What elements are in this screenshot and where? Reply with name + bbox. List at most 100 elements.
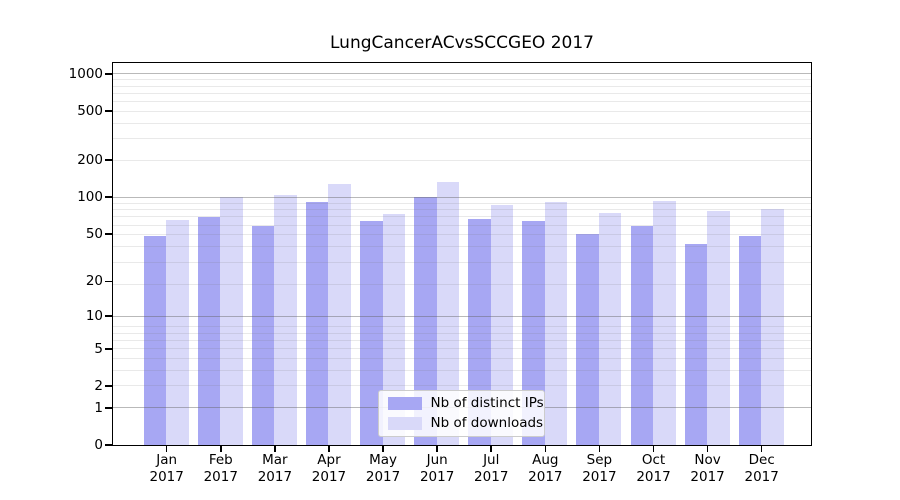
y-tick-mark (105, 110, 112, 112)
bar-downloads (436, 182, 460, 445)
x-tick-label: Jul 2017 (474, 452, 509, 485)
y-tick-mark (105, 347, 112, 350)
bar-distinct-ips (143, 235, 167, 445)
y-gridline-minor (112, 122, 811, 124)
bar-downloads (166, 219, 189, 445)
y-tick-mark (105, 444, 112, 446)
y-tick-label: 1 (94, 399, 103, 416)
y-gridline-minor (112, 224, 811, 226)
bar-downloads (653, 201, 676, 445)
bar-downloads (544, 202, 568, 445)
x-tick-label: Jun 2017 (419, 452, 455, 485)
y-tick-mark (105, 233, 112, 235)
bar-distinct-ips (468, 218, 491, 445)
y-tick-label: 1000 (68, 65, 103, 82)
x-tick-mark (219, 445, 222, 452)
y-gridline-minor (112, 202, 811, 204)
x-tick-label: Jan 2017 (149, 452, 184, 485)
x-tick-mark (760, 445, 763, 452)
bar-distinct-ips (360, 221, 383, 445)
y-gridline-minor (112, 326, 811, 328)
x-tick-mark (328, 445, 330, 452)
legend-row-distinct-ips: Nb of distinct IPs (379, 395, 544, 411)
legend-swatch-distinct-ips (387, 396, 422, 410)
y-gridline-minor (112, 234, 811, 236)
y-gridline-major (112, 73, 811, 75)
y-gridline-minor (112, 85, 811, 87)
y-gridline-major (112, 315, 811, 317)
y-gridline-minor (112, 348, 811, 350)
y-tick-mark (105, 385, 112, 387)
plot-area: Nb of distinct IPs Nb of downloads (111, 61, 812, 446)
bar-downloads (761, 208, 784, 445)
y-tick-mark (105, 196, 112, 198)
bar-distinct-ips (738, 235, 762, 445)
y-gridline-minor (112, 100, 811, 102)
bar-distinct-ips (576, 234, 599, 445)
chart-title: LungCancerACvsSCCGEO 2017 (330, 33, 594, 53)
y-gridline-minor (112, 246, 811, 248)
bar-downloads (598, 213, 622, 445)
y-gridline-minor (112, 358, 811, 360)
y-gridline-minor (112, 261, 811, 263)
bar-distinct-ips (414, 196, 437, 445)
x-tick-mark (490, 445, 493, 452)
x-tick-label: Nov 2017 (690, 452, 725, 485)
y-gridline-minor (112, 138, 811, 140)
y-gridline-minor (112, 370, 811, 372)
y-gridline-minor (112, 209, 811, 211)
y-gridline-minor (112, 110, 811, 112)
legend-label-downloads: Nb of downloads (430, 415, 544, 431)
legend: Nb of distinct IPs Nb of downloads (377, 389, 545, 437)
y-gridline-minor (112, 339, 811, 341)
y-tick-mark (105, 73, 112, 75)
x-tick-mark (652, 445, 655, 452)
y-tick-mark (105, 315, 112, 317)
y-tick-label: 500 (77, 103, 103, 120)
x-tick-mark (382, 445, 384, 452)
legend-row-downloads: Nb of downloads (379, 415, 544, 431)
x-tick-label: Aug 2017 (528, 452, 563, 485)
y-tick-label: 20 (85, 273, 103, 290)
y-gridline-minor (112, 385, 811, 387)
y-gridline-minor (112, 332, 811, 334)
bar-downloads (220, 196, 243, 445)
bar-distinct-ips (522, 221, 545, 445)
x-tick-mark (706, 445, 709, 452)
y-tick-label: 100 (77, 189, 103, 206)
y-tick-label: 50 (85, 225, 103, 242)
x-tick-label: Oct 2017 (636, 452, 671, 485)
y-tick-label: 200 (77, 152, 103, 169)
x-tick-mark (165, 445, 168, 452)
bar-distinct-ips (305, 202, 329, 445)
y-gridline-minor (112, 79, 811, 81)
y-tick-label: 5 (94, 340, 103, 357)
x-tick-label: Sep 2017 (582, 452, 617, 485)
x-tick-mark (436, 445, 438, 452)
bar-downloads (490, 205, 514, 445)
bar-distinct-ips (684, 243, 708, 445)
x-tick-label: Dec 2017 (744, 452, 779, 485)
x-tick-label: Mar 2017 (257, 452, 293, 485)
x-tick-mark (274, 445, 276, 452)
x-tick-label: Apr 2017 (311, 452, 347, 485)
bar-downloads (274, 195, 297, 445)
bar-downloads (328, 184, 351, 445)
bar-downloads (707, 211, 730, 445)
legend-label-distinct-ips: Nb of distinct IPs (430, 395, 544, 411)
legend-swatch-downloads (387, 416, 422, 430)
y-tick-label: 10 (85, 308, 103, 325)
y-gridline-minor (112, 159, 811, 161)
y-gridline-minor (112, 216, 811, 218)
bar-distinct-ips (630, 226, 653, 445)
y-tick-label: 2 (94, 377, 103, 394)
bar-distinct-ips (197, 217, 221, 445)
x-tick-mark (598, 445, 601, 452)
y-tick-mark (105, 406, 112, 409)
y-gridline-minor (112, 92, 811, 94)
y-tick-mark (105, 280, 112, 283)
y-gridline-minor (112, 283, 811, 285)
y-gridline-major (112, 196, 811, 198)
x-tick-label: Feb 2017 (203, 452, 238, 485)
